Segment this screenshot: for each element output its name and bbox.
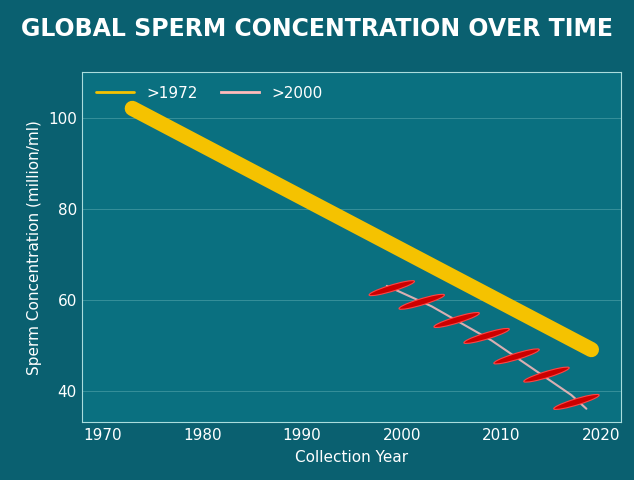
X-axis label: Collection Year: Collection Year [295, 450, 408, 465]
Text: GLOBAL SPERM CONCENTRATION OVER TIME: GLOBAL SPERM CONCENTRATION OVER TIME [21, 17, 613, 41]
Ellipse shape [399, 294, 444, 309]
Ellipse shape [553, 395, 599, 409]
Ellipse shape [464, 328, 509, 344]
Legend: >1972, >2000: >1972, >2000 [90, 80, 328, 107]
Ellipse shape [494, 349, 540, 364]
Ellipse shape [369, 281, 415, 296]
Ellipse shape [524, 367, 569, 382]
Y-axis label: Sperm Concentration (million/ml): Sperm Concentration (million/ml) [27, 120, 42, 374]
Ellipse shape [434, 312, 479, 327]
